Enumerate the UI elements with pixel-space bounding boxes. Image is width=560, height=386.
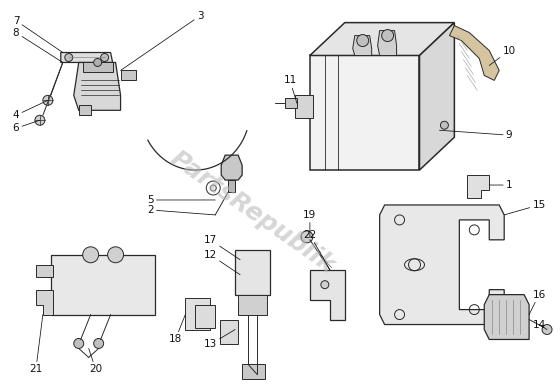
Polygon shape (377, 30, 396, 56)
Polygon shape (353, 36, 372, 56)
Polygon shape (484, 295, 529, 339)
Polygon shape (79, 105, 91, 115)
Polygon shape (120, 70, 136, 80)
Polygon shape (310, 270, 345, 320)
Text: 16: 16 (529, 290, 545, 315)
Polygon shape (310, 56, 419, 170)
Text: 19: 19 (304, 210, 316, 237)
Polygon shape (51, 255, 156, 315)
Circle shape (108, 247, 124, 263)
Text: 2: 2 (147, 205, 215, 215)
Polygon shape (242, 364, 265, 379)
Circle shape (301, 231, 313, 243)
Text: 6: 6 (13, 120, 40, 133)
Text: 20: 20 (88, 349, 102, 374)
Polygon shape (310, 23, 454, 56)
Text: 11: 11 (283, 75, 297, 103)
Circle shape (381, 30, 394, 42)
Circle shape (74, 339, 83, 349)
Polygon shape (83, 63, 113, 73)
Circle shape (101, 54, 109, 61)
Polygon shape (449, 25, 499, 80)
Circle shape (65, 54, 73, 61)
Polygon shape (419, 23, 454, 170)
Text: 9: 9 (440, 130, 512, 140)
Text: 7: 7 (13, 15, 63, 52)
Text: 5: 5 (147, 195, 215, 205)
Polygon shape (220, 320, 238, 344)
Circle shape (43, 95, 53, 105)
Polygon shape (36, 290, 53, 315)
Polygon shape (238, 295, 267, 315)
Text: 21: 21 (29, 315, 43, 374)
Polygon shape (380, 205, 504, 325)
Text: 10: 10 (489, 46, 516, 66)
Circle shape (35, 115, 45, 125)
Polygon shape (235, 250, 270, 295)
Text: 13: 13 (204, 330, 235, 349)
Text: 8: 8 (13, 27, 63, 63)
Text: 15: 15 (504, 200, 545, 215)
Polygon shape (295, 95, 313, 118)
Text: 17: 17 (204, 235, 240, 260)
Polygon shape (468, 175, 489, 198)
Polygon shape (185, 298, 210, 330)
Circle shape (357, 35, 368, 47)
Polygon shape (61, 52, 113, 63)
Circle shape (94, 59, 102, 66)
Text: 4: 4 (13, 100, 48, 120)
Text: 1: 1 (489, 180, 512, 190)
Circle shape (321, 281, 329, 289)
Circle shape (83, 247, 99, 263)
Text: 14: 14 (533, 320, 547, 330)
Circle shape (94, 339, 104, 349)
Polygon shape (221, 155, 242, 180)
Text: 3: 3 (120, 11, 204, 70)
Text: 22: 22 (304, 230, 330, 270)
Polygon shape (36, 265, 53, 277)
Polygon shape (195, 305, 215, 327)
Circle shape (440, 121, 449, 129)
Text: PartsRepublik: PartsRepublik (165, 146, 339, 278)
Polygon shape (285, 98, 297, 108)
Circle shape (542, 325, 552, 335)
Polygon shape (228, 180, 235, 192)
Text: 12: 12 (204, 250, 240, 275)
Polygon shape (74, 63, 120, 110)
Text: 18: 18 (169, 315, 185, 344)
